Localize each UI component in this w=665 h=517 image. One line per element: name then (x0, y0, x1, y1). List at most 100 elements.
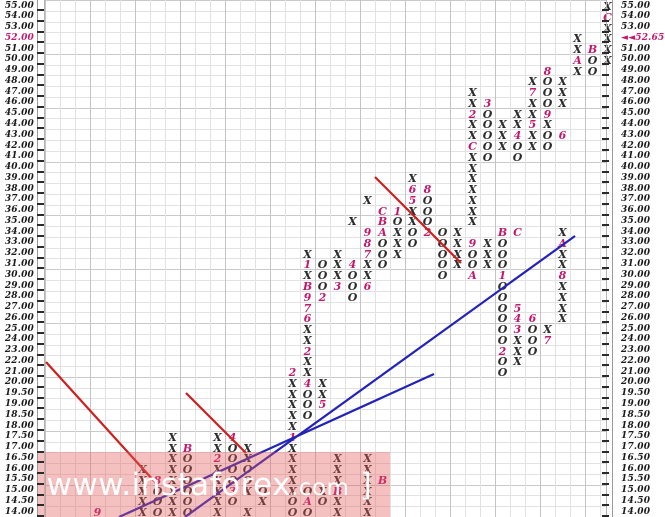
axis-label-right: 34.00 (621, 226, 651, 237)
axis-tick-right (602, 235, 609, 238)
axis-label-right: 21.00 (621, 366, 651, 377)
pnf-month-marker: 8 (543, 64, 552, 78)
pnf-mark-o: O (497, 366, 508, 380)
axis-label-left: 17.50 (4, 431, 34, 442)
pnf-mark-x: X (528, 129, 537, 143)
grid-line-horizontal (45, 183, 606, 184)
axis-tick-left (37, 62, 44, 65)
pnf-mark-x: X (498, 118, 507, 132)
axis-label-right: 32.00 (621, 248, 651, 259)
axis-tick-right (602, 192, 609, 195)
axis-tick-right (602, 138, 609, 141)
axis-tick-left (37, 342, 44, 345)
pnf-mark-o: O (542, 86, 553, 100)
axis-label-left: 42.00 (4, 140, 34, 151)
pnf-month-marker: 7 (528, 86, 537, 100)
axis-tick-right (602, 181, 609, 184)
axis-tick-right (602, 9, 609, 11)
axis-tick-right (602, 493, 609, 496)
axis-label-left: 26.00 (4, 312, 34, 323)
pnf-mark-x: X (603, 21, 612, 35)
axis-label-right: 39.00 (621, 172, 651, 183)
pnf-mark-o: O (482, 129, 493, 143)
pnf-mark-x: X (558, 75, 567, 89)
pnf-mark-x: X (468, 215, 477, 229)
axis-label-left: 29.00 (4, 280, 34, 291)
pnf-month-marker: 6 (363, 280, 372, 294)
pnf-mark-x: X (468, 193, 477, 207)
axis-tick-left (37, 245, 44, 248)
pnf-mark-x: X (528, 107, 537, 121)
grid-line-vertical (600, 0, 601, 517)
grid-line-horizontal (45, 118, 606, 119)
axis-tick-left (37, 127, 44, 130)
axis-tick-left (37, 353, 44, 356)
axis-label-left: 46.00 (4, 97, 34, 108)
pnf-month-marker: 5 (318, 398, 327, 412)
axis-label-right: 15.50 (621, 474, 651, 485)
axis-tick-left (37, 385, 44, 388)
pnf-mark-x: X (603, 53, 612, 67)
axis-tick-left (37, 450, 44, 453)
pnf-mark-o: O (482, 140, 493, 153)
axis-tick-right (602, 321, 609, 324)
axis-tick-left (37, 429, 44, 432)
pnf-mark-x: X (558, 96, 567, 110)
axis-tick-left (37, 256, 44, 259)
axis-label-right: 49.00 (621, 65, 651, 76)
axis-label-left: 55.00 (4, 0, 34, 11)
pnf-mark-x: X (528, 75, 537, 89)
axis-label-right: 17.50 (621, 431, 651, 442)
axis-label-left: 45.00 (4, 108, 34, 119)
axis-label-left: 52.00 (4, 32, 34, 43)
axis-tick-right (602, 116, 609, 119)
axis-tick-right (602, 19, 609, 22)
pnf-mark-x: X (468, 183, 477, 197)
grid-line-horizontal (45, 205, 606, 206)
axis-label-left: 31.00 (4, 258, 34, 269)
axis-label-right: 19.50 (621, 388, 651, 399)
grid-line-horizontal (45, 162, 606, 163)
pnf-month-marker: 4 (513, 129, 522, 143)
axis-label-left: 51.00 (4, 43, 34, 54)
axis-tick-right (602, 30, 609, 33)
axis-tick-right (602, 439, 609, 442)
pnf-mark-o: O (377, 258, 388, 272)
axis-label-right: 50.00 (621, 54, 651, 65)
axis-tick-left (37, 170, 44, 173)
axis-label-right: 54.00 (621, 11, 651, 22)
grid-line-horizontal (45, 215, 606, 216)
axis-label-left: 53.00 (4, 22, 34, 33)
axis-tick-right (602, 224, 609, 227)
axis-label-left: 44.00 (4, 118, 34, 129)
axis-tick-left (37, 493, 44, 496)
axis-tick-left (37, 84, 44, 87)
axis-label-right: 17.00 (621, 442, 651, 453)
axis-tick-right (602, 364, 609, 367)
pnf-month-marker: 2 (423, 226, 432, 240)
axis-tick-right (602, 472, 609, 475)
axis-label-left: 14.50 (4, 495, 34, 506)
pnf-mark-x: X (498, 129, 507, 143)
axis-label-right: 16.00 (621, 463, 651, 474)
axis-tick-right (602, 267, 609, 270)
axis-label-left: 24.00 (4, 334, 34, 345)
axis-tick-left (37, 235, 44, 238)
pnf-mark-x: X (573, 64, 582, 78)
axis-tick-left (37, 138, 44, 141)
axis-label-left: 27.00 (4, 302, 34, 313)
axis-tick-left (37, 30, 44, 33)
axis-tick-right (602, 213, 609, 216)
pnf-mark-x: X (603, 43, 612, 57)
axis-label-left: 30.00 (4, 269, 34, 280)
axis-tick-right (602, 95, 609, 98)
pnf-mark-o: O (542, 96, 553, 110)
axis-label-right: 19.00 (621, 398, 651, 409)
grid-line-horizontal (45, 43, 606, 44)
axis-tick-left (37, 375, 44, 378)
pnf-month-marker: 9 (543, 107, 552, 121)
axis-label-left: 16.00 (4, 463, 34, 474)
axis-label-left: 34.00 (4, 226, 34, 237)
axis-label-right: 18.50 (621, 409, 651, 420)
grid-line-vertical (105, 0, 106, 517)
